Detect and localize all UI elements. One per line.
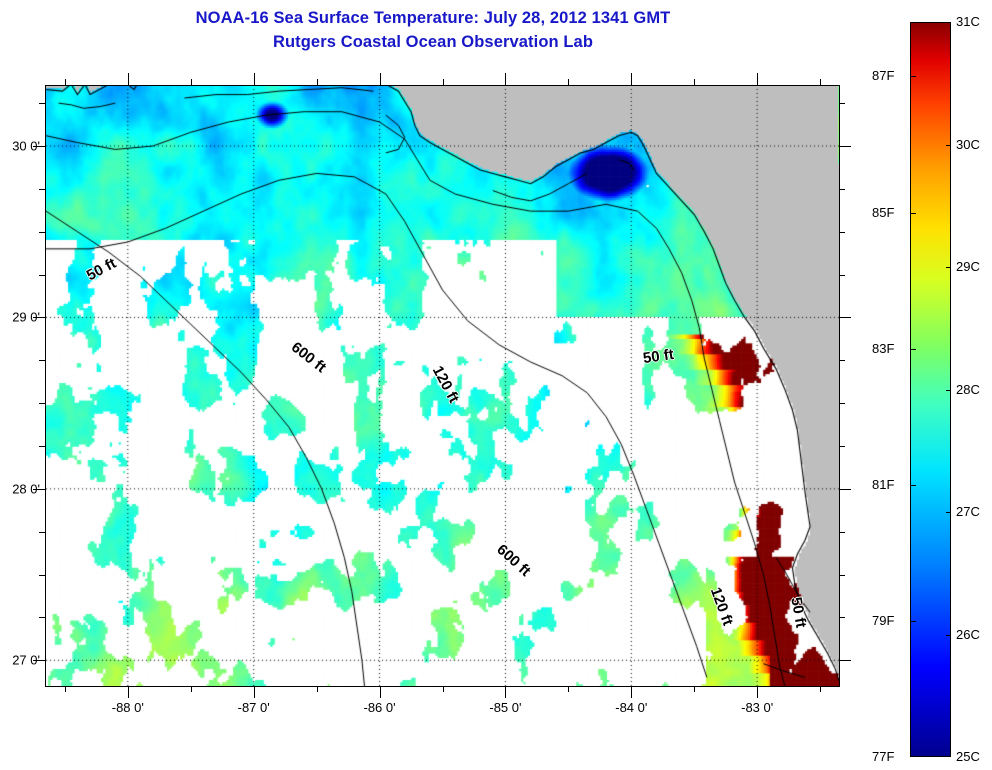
x-axis-label: -84 0' (615, 700, 648, 715)
map-canvas-wrapper (46, 86, 839, 686)
axis-tick (839, 403, 845, 405)
axis-tick (379, 686, 381, 698)
x-axis-label: -86 0' (363, 700, 396, 715)
colorbar-tick (946, 267, 951, 268)
colorbar-tick (946, 634, 951, 636)
title-block: NOAA-16 Sea Surface Temperature: July 28… (0, 6, 866, 54)
axis-tick (839, 103, 845, 105)
axis-tick (839, 231, 845, 233)
axis-tick (631, 686, 633, 698)
axis-tick (64, 686, 66, 692)
axis-tick (442, 79, 444, 85)
colorbar-celsius-label: 28C (956, 381, 980, 397)
colorbar-fahrenheit-label: 81F (872, 476, 895, 492)
colorbar-celsius-label: 26C (956, 626, 980, 642)
axis-tick (39, 231, 45, 233)
axis-tick (839, 188, 845, 190)
colorbar-tick (946, 389, 951, 391)
axis-tick (694, 79, 696, 85)
axis-tick (839, 660, 851, 662)
axis-tick (631, 73, 633, 85)
colorbar-fahrenheit-label: 83F (872, 340, 895, 356)
axis-tick (39, 274, 45, 276)
colorbar-tick (946, 512, 951, 513)
axis-tick (820, 79, 822, 85)
page-subtitle: Rutgers Coastal Ocean Observation Lab (272, 33, 594, 51)
axis-tick (39, 103, 45, 105)
colorbar-tick (910, 348, 916, 350)
axis-tick (379, 73, 381, 85)
axis-tick (316, 686, 318, 692)
axis-tick (190, 686, 192, 692)
colorbar-tick (910, 620, 916, 622)
axis-tick (505, 73, 507, 85)
axis-tick (839, 317, 851, 319)
page-title: NOAA-16 Sea Surface Temperature: July 28… (195, 9, 671, 27)
axis-tick (127, 686, 129, 698)
axis-tick (839, 360, 845, 362)
axis-tick (839, 274, 845, 276)
axis-tick (505, 686, 507, 698)
colorbar-fahrenheit-label: 85F (872, 204, 895, 220)
colorbar-fahrenheit-label: 77F (872, 749, 895, 764)
y-axis-label: 30 0' (12, 138, 40, 154)
axis-tick (839, 574, 845, 576)
axis-tick (757, 73, 759, 85)
axis-tick (127, 73, 129, 85)
axis-tick (839, 617, 845, 619)
axis-tick (253, 686, 255, 698)
y-axis-label: 27 0' (12, 652, 40, 668)
axis-tick (33, 146, 45, 147)
axis-tick (820, 686, 822, 692)
axis-tick (33, 488, 45, 490)
axis-tick (316, 79, 318, 85)
colorbar-celsius-label: 25C (956, 749, 980, 764)
axis-tick (33, 660, 45, 662)
x-axis-label: -87 0' (237, 700, 270, 715)
axis-tick (39, 360, 45, 362)
sst-map-plot[interactable]: 50 ft 600 ft 120 ft 50 ft 600 ft 120 ft 50 ft (45, 85, 840, 687)
axis-tick (39, 617, 45, 619)
colorbar-tick (910, 76, 916, 78)
axis-tick (839, 146, 851, 147)
axis-tick (757, 686, 759, 698)
axis-tick (39, 574, 45, 576)
axis-tick (568, 79, 570, 85)
axis-tick (839, 531, 845, 533)
axis-tick (253, 73, 255, 85)
temperature-colorbar[interactable] (910, 22, 951, 757)
axis-tick (568, 686, 570, 692)
axis-tick (190, 79, 192, 85)
x-axis-label: -88 0' (111, 700, 144, 715)
colorbar-celsius-label: 29C (956, 259, 980, 274)
colorbar-fahrenheit-label: 87F (872, 68, 895, 84)
x-axis-label: -85 0' (489, 700, 522, 715)
colorbar-celsius-label: 27C (956, 504, 980, 519)
axis-tick (39, 531, 45, 533)
y-axis-label: 28 0' (12, 481, 40, 497)
colorbar-fahrenheit-label: 79F (872, 612, 895, 628)
axis-tick (442, 686, 444, 692)
axis-tick (839, 446, 845, 447)
colorbar-celsius-label: 31C (956, 14, 980, 29)
axis-tick (39, 403, 45, 405)
colorbar-tick (910, 212, 916, 214)
axis-tick (839, 488, 851, 490)
colorbar-tick (946, 144, 951, 146)
coastline-and-contour-layer (46, 86, 839, 686)
axis-tick (33, 317, 45, 319)
colorbar-celsius-label: 30C (956, 136, 980, 152)
axis-tick (64, 79, 66, 85)
axis-tick (694, 686, 696, 692)
axis-tick (39, 188, 45, 190)
y-axis-label: 29 0' (12, 309, 40, 325)
x-axis-label: -83 0' (741, 700, 774, 715)
colorbar-tick (910, 484, 916, 486)
axis-tick (39, 446, 45, 447)
